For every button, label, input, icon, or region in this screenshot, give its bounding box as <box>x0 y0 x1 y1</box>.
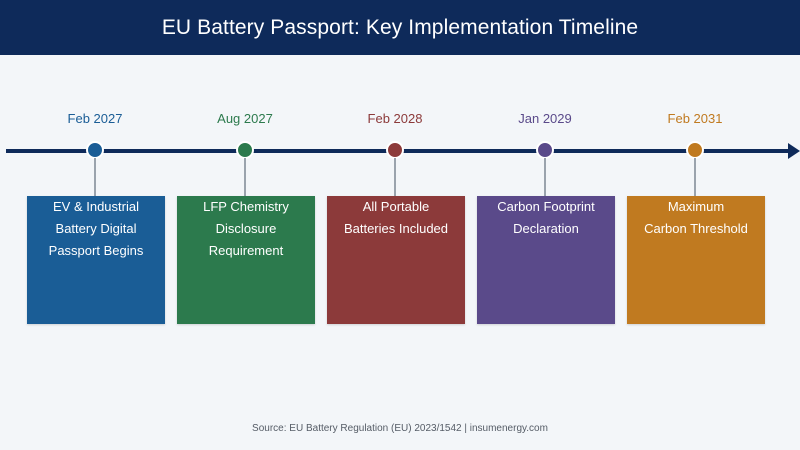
milestone-text-line: Battery Digital <box>55 221 137 236</box>
milestone-text-line: Disclosure <box>215 221 277 236</box>
milestone-date: Feb 2027 <box>67 111 123 126</box>
milestone-connector <box>694 158 696 196</box>
milestone-text-line: Requirement <box>208 243 284 258</box>
milestone-card: Carbon Footprint Declaration <box>477 196 615 324</box>
page-title: EU Battery Passport: Key Implementation … <box>161 15 639 39</box>
milestone-connector <box>544 158 546 196</box>
milestone-5: Feb 2031 Maximum Carbon Threshold <box>625 55 765 335</box>
milestone-3: Feb 2028 All Portable Batteries Included <box>325 55 465 335</box>
milestone-marker <box>86 141 104 159</box>
axis-arrow-icon <box>788 143 800 159</box>
header-bar: EU Battery Passport: Key Implementation … <box>0 0 800 55</box>
milestone-marker <box>686 141 704 159</box>
milestone-text-line: Maximum <box>667 199 725 214</box>
milestone-4: Jan 2029 Carbon Footprint Declaration <box>475 55 615 335</box>
timeline-canvas: Feb 2027 EV & Industrial Battery Digital… <box>0 55 800 450</box>
milestone-text-line: EV & Industrial <box>53 199 139 214</box>
milestone-card: Maximum Carbon Threshold <box>627 196 765 324</box>
milestone-text-line: Carbon Threshold <box>644 221 748 236</box>
milestone-marker <box>536 141 554 159</box>
milestone-text-line: Passport Begins <box>48 243 144 258</box>
milestone-1: Feb 2027 EV & Industrial Battery Digital… <box>25 55 165 335</box>
milestone-marker <box>236 141 254 159</box>
milestone-text-line: Batteries Included <box>343 221 449 236</box>
milestone-connector <box>244 158 246 196</box>
milestone-marker <box>386 141 404 159</box>
milestone-card: EV & Industrial Battery Digital Passport… <box>27 196 165 324</box>
milestone-date: Aug 2027 <box>217 111 273 126</box>
milestone-text-line: LFP Chemistry <box>203 199 289 214</box>
milestone-2: Aug 2027 LFP Chemistry Disclosure Requir… <box>175 55 315 335</box>
milestone-text-line: Carbon Footprint <box>497 199 595 214</box>
milestone-connector <box>394 158 396 196</box>
source-note: Source: EU Battery Regulation (EU) 2023/… <box>252 423 548 434</box>
milestone-text-line: Declaration <box>513 221 579 236</box>
milestone-connector <box>94 158 96 196</box>
milestone-text-line: All Portable <box>362 199 430 214</box>
milestone-date: Feb 2028 <box>367 111 423 126</box>
milestone-card: All Portable Batteries Included <box>327 196 465 324</box>
milestone-date: Feb 2031 <box>667 111 723 126</box>
milestone-date: Jan 2029 <box>518 111 572 126</box>
milestone-card: LFP Chemistry Disclosure Requirement <box>177 196 315 324</box>
